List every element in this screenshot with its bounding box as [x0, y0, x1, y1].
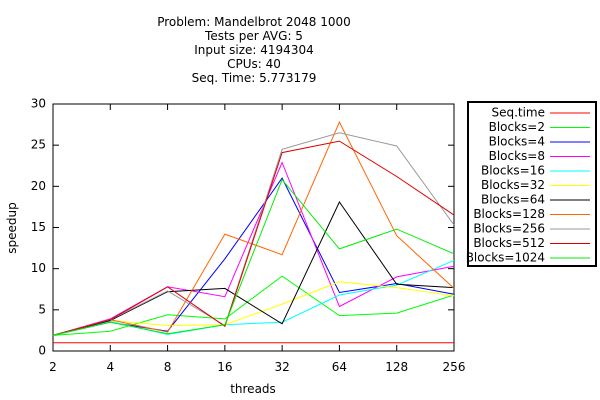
series-line-blocks-32: [52, 281, 455, 336]
series-line-blocks-8: [52, 161, 455, 336]
legend-label: Blocks=4: [489, 135, 545, 149]
series-line-blocks-512: [52, 140, 455, 336]
x-tick-label: 16: [217, 360, 232, 374]
title-line: CPUs: 40: [227, 57, 281, 71]
title-line: Input size: 4194304: [194, 43, 313, 57]
legend: Seq.timeBlocks=2Blocks=4Blocks=8Blocks=1…: [466, 101, 597, 267]
y-tick-label: 5: [38, 302, 46, 316]
x-tick-label: 32: [275, 360, 290, 374]
x-tick-label: 4: [106, 360, 114, 374]
series-line-blocks-2: [52, 275, 455, 336]
legend-label: Blocks=256: [473, 222, 545, 236]
y-axis-label: speedup: [5, 202, 19, 253]
legend-label: Blocks=8: [489, 149, 545, 163]
x-axis-label: threads: [230, 382, 276, 396]
legend-label: Blocks=128: [473, 207, 545, 221]
legend-label: Blocks=64: [481, 193, 545, 207]
series-line-blocks-1024: [52, 178, 455, 336]
axis-ticks: 0 5 10 15 20 25 30 2 4 8 16 32 64 128 256: [31, 97, 466, 375]
legend-label: Blocks=32: [481, 178, 545, 192]
y-tick-label: 10: [31, 261, 46, 275]
y-tick-label: 25: [31, 138, 46, 152]
x-tick-label: 128: [385, 360, 408, 374]
legend-box: [467, 101, 597, 267]
x-tick-label: 2: [49, 360, 57, 374]
series-lines: [52, 120, 455, 344]
legend-label: Blocks=512: [473, 236, 545, 250]
series-line-blocks-4: [52, 177, 455, 336]
y-tick-label: 15: [31, 220, 46, 234]
x-tick-label: 64: [332, 360, 347, 374]
title-line: Problem: Mandelbrot 2048 1000: [157, 15, 351, 29]
title-line: Seq. Time: 5.773179: [192, 71, 317, 85]
y-tick-label: 30: [31, 97, 46, 111]
y-tick-label: 20: [31, 179, 46, 193]
title-line: Tests per AVG: 5: [204, 29, 303, 43]
series-line-blocks-256: [52, 132, 455, 336]
x-tick-label: 8: [164, 360, 172, 374]
legend-label: Blocks=1024: [466, 251, 545, 265]
series-line-blocks-128: [52, 120, 455, 336]
series-line-blocks-64: [52, 201, 455, 336]
legend-label: Seq.time: [491, 106, 545, 120]
x-tick-label: 256: [443, 360, 466, 374]
y-tick-label: 0: [38, 344, 46, 358]
legend-label: Blocks=2: [489, 120, 545, 134]
legend-label: Blocks=16: [481, 164, 545, 178]
